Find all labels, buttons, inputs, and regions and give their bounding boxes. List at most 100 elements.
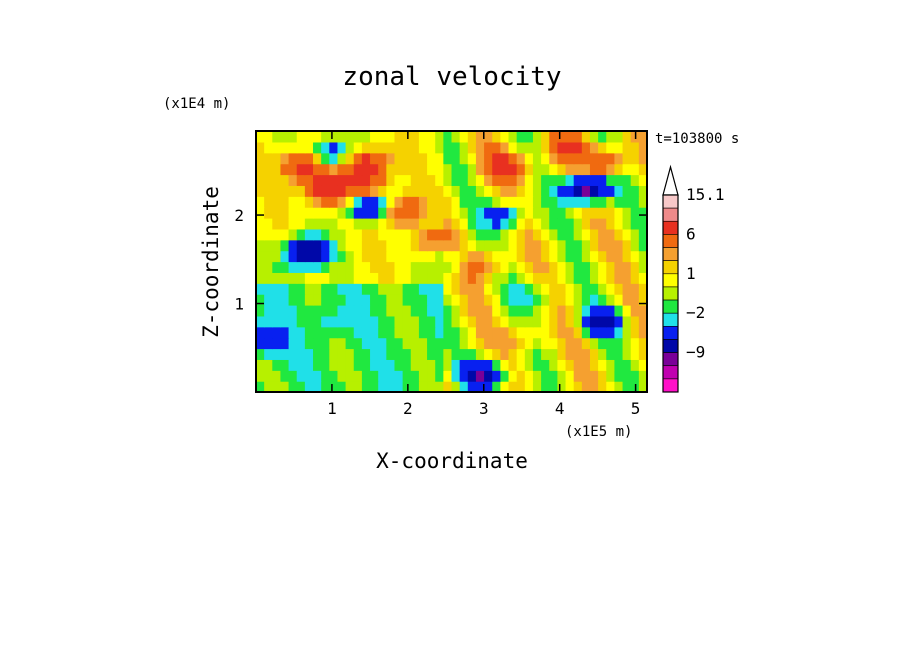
field-cell: [598, 370, 607, 382]
field-cell: [410, 131, 420, 143]
field-cell: [361, 359, 371, 371]
field-cell: [256, 381, 265, 393]
field-cell: [256, 294, 265, 306]
field-cell: [418, 337, 428, 350]
field-cell: [622, 185, 632, 197]
field-cell: [589, 326, 599, 339]
field-cell: [280, 315, 290, 328]
field-cell: [394, 326, 404, 339]
field-cell: [475, 370, 485, 382]
field-cell: [622, 239, 632, 252]
field-cell: [459, 141, 469, 154]
field-cell: [435, 348, 444, 360]
field-cell: [345, 359, 355, 371]
field-cell: [386, 359, 396, 371]
field-cell: [492, 381, 501, 393]
field-cell: [451, 261, 461, 273]
field-cell: [272, 359, 282, 371]
field-cell: [321, 196, 330, 208]
field-cell: [288, 218, 298, 230]
field-cell: [451, 305, 461, 317]
field-cell: [638, 218, 648, 230]
field-cell: [435, 185, 444, 197]
field-cell: [304, 250, 314, 263]
field-cell: [467, 163, 477, 176]
field-cell: [557, 196, 567, 208]
field-cell: [467, 294, 477, 306]
field-cell: [638, 283, 648, 295]
field-cell: [606, 272, 616, 284]
field-cell: [370, 239, 379, 252]
field-cell: [459, 196, 469, 208]
field-cell: [606, 315, 616, 328]
field-cell: [451, 228, 461, 241]
field-cell: [500, 185, 510, 197]
field-cell: [459, 207, 469, 219]
field-cell: [435, 337, 444, 350]
field-cell: [272, 261, 282, 273]
field-cell: [394, 283, 404, 295]
field-cell: [402, 283, 412, 295]
field-cell: [532, 261, 542, 273]
field-cell: [410, 294, 420, 306]
field-cell: [565, 218, 575, 230]
field-cell: [516, 141, 526, 154]
field-cell: [256, 228, 265, 241]
field-cell: [524, 207, 534, 219]
field-cell: [549, 174, 558, 186]
field-cell: [386, 163, 396, 176]
field-cell: [630, 174, 640, 186]
field-cell: [361, 218, 371, 230]
field-cell: [361, 272, 371, 284]
field-cell: [614, 250, 624, 263]
field-cell: [475, 174, 485, 186]
field-cell: [606, 250, 616, 263]
field-cell: [614, 239, 624, 252]
field-cell: [418, 315, 428, 328]
field-cell: [280, 283, 290, 295]
field-cell: [508, 163, 518, 176]
field-cell: [272, 305, 282, 317]
field-cell: [451, 370, 461, 382]
field-cell: [280, 305, 290, 317]
field-cell: [264, 196, 273, 208]
field-cell: [484, 141, 493, 154]
field-cell: [614, 174, 624, 186]
field-cell: [313, 326, 322, 339]
field-cell: [402, 131, 412, 143]
field-cell: [451, 283, 461, 295]
field-cell: [410, 261, 420, 273]
field-cell: [451, 337, 461, 350]
field-cell: [451, 348, 461, 360]
field-cell: [524, 370, 534, 382]
field-cell: [484, 315, 493, 328]
field-cell: [541, 207, 550, 219]
field-cell: [589, 370, 599, 382]
field-cell: [524, 348, 534, 360]
field-cell: [321, 250, 330, 263]
field-cell: [280, 185, 290, 197]
field-cell: [402, 141, 412, 154]
field-cell: [288, 163, 298, 176]
field-cell: [541, 163, 550, 176]
field-cell: [524, 261, 534, 273]
y-tick-label: 2: [234, 206, 244, 225]
field-cell: [272, 294, 282, 306]
colorbar-label: 1: [686, 264, 696, 283]
field-cell: [606, 283, 616, 295]
field-cell: [410, 250, 420, 263]
field-cell: [370, 305, 379, 317]
x-tick-label: 2: [403, 399, 413, 418]
field-cell: [378, 294, 387, 306]
field-cell: [622, 305, 632, 317]
field-cell: [435, 131, 444, 143]
field-cell: [288, 272, 298, 284]
field-cell: [516, 294, 526, 306]
field-cell: [337, 185, 347, 197]
field-cell: [418, 152, 428, 165]
field-cell: [361, 283, 371, 295]
field-cell: [313, 283, 322, 295]
field-cell: [378, 185, 387, 197]
field-cell: [378, 239, 387, 252]
field-cell: [524, 359, 534, 371]
